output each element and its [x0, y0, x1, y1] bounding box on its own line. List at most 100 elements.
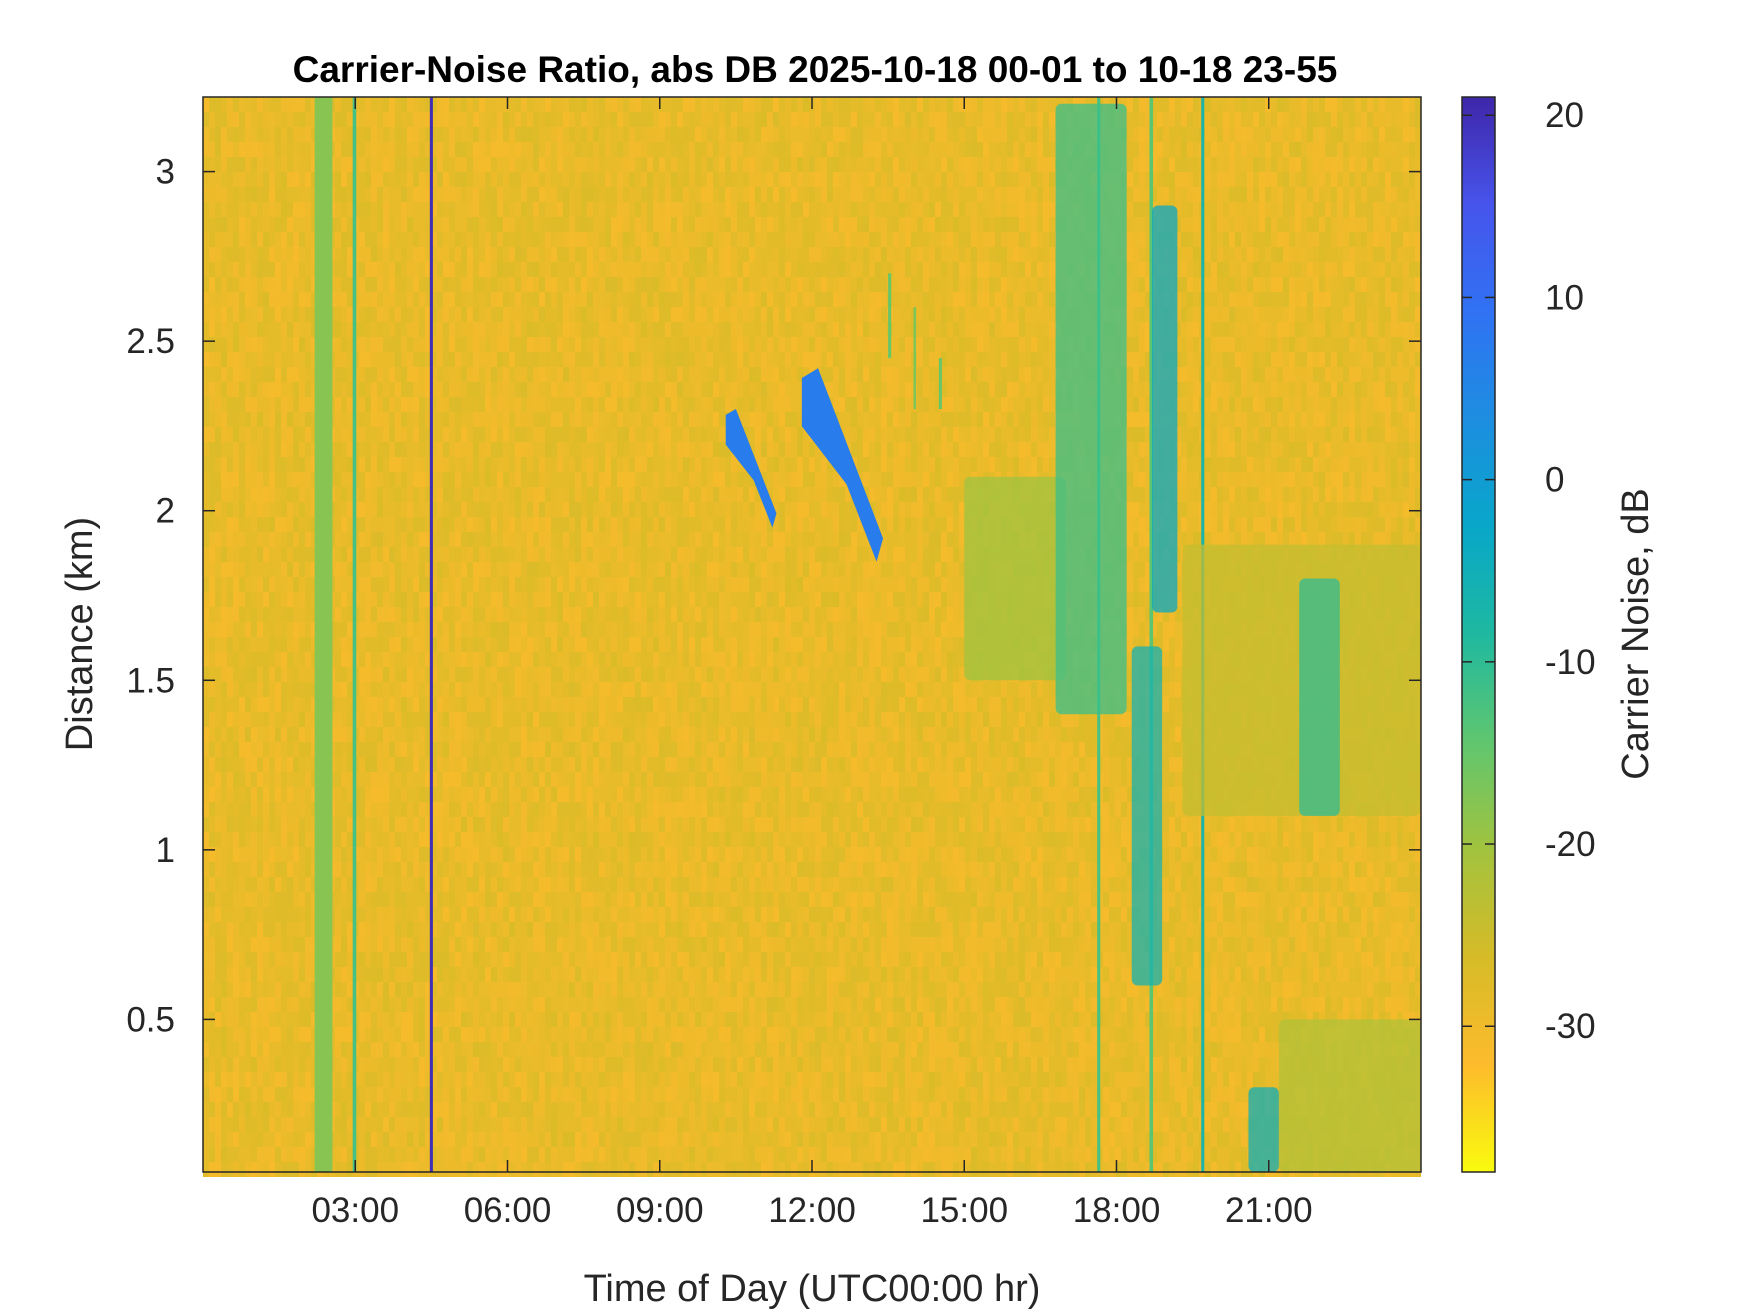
heatmap-cell: [293, 742, 299, 757]
heatmap-cell: [587, 1027, 593, 1042]
heatmap-cell: [497, 877, 503, 892]
heatmap-cell: [233, 322, 239, 337]
heatmap-cell: [269, 1042, 275, 1057]
heatmap-cell: [341, 877, 347, 892]
heatmap-cell: [461, 637, 467, 652]
heatmap-cell: [293, 637, 299, 652]
heatmap-cell: [479, 1162, 485, 1177]
heatmap-cell: [611, 922, 617, 937]
heatmap-cell: [311, 652, 317, 667]
heatmap-cell: [539, 1087, 545, 1102]
heatmap-cell: [617, 202, 623, 217]
heatmap-cell: [431, 727, 437, 742]
heatmap-cell: [407, 817, 413, 832]
heatmap-cell: [389, 1147, 395, 1162]
heatmap-cell: [359, 1012, 365, 1027]
heatmap-cell: [485, 682, 491, 697]
heatmap-cell: [203, 1057, 209, 1072]
heatmap-cell: [509, 907, 515, 922]
heatmap-cell: [215, 802, 221, 817]
heatmap-cell: [227, 472, 233, 487]
heatmap-cell: [491, 592, 497, 607]
heatmap-cell: [419, 127, 425, 142]
heatmap-cell: [551, 907, 557, 922]
heatmap-cell: [485, 472, 491, 487]
heatmap-cell: [371, 1102, 377, 1117]
heatmap-cell: [545, 727, 551, 742]
heatmap-cell: [389, 652, 395, 667]
heatmap-cell: [389, 397, 395, 412]
heatmap-cell: [437, 592, 443, 607]
heatmap-cell: [221, 1102, 227, 1117]
heatmap-cell: [467, 97, 473, 112]
heatmap-cell: [293, 1057, 299, 1072]
heatmap-cell: [503, 772, 509, 787]
heatmap-cell: [545, 382, 551, 397]
heatmap-cell: [425, 292, 431, 307]
heatmap-cell: [311, 982, 317, 997]
heatmap-cell: [263, 922, 269, 937]
heatmap-cell: [563, 157, 569, 172]
heatmap-cell: [425, 1102, 431, 1117]
heatmap-cell: [407, 982, 413, 997]
heatmap-cell: [545, 592, 551, 607]
heatmap-cell: [455, 547, 461, 562]
heatmap-cell: [215, 472, 221, 487]
heatmap-cell: [419, 907, 425, 922]
heatmap-cell: [413, 187, 419, 202]
heatmap-cell: [245, 472, 251, 487]
heatmap-cell: [419, 247, 425, 262]
heatmap-cell: [389, 832, 395, 847]
heatmap-cell: [293, 937, 299, 952]
heatmap-cell: [449, 1027, 455, 1042]
heatmap-cell: [287, 1012, 293, 1027]
heatmap-cell: [311, 457, 317, 472]
heatmap-cell: [461, 262, 467, 277]
heatmap-cell: [299, 427, 305, 442]
heatmap-cell: [491, 877, 497, 892]
heatmap-cell: [557, 367, 563, 382]
heatmap-cell: [287, 787, 293, 802]
heatmap-cell: [443, 472, 449, 487]
heatmap-cell: [251, 292, 257, 307]
heatmap-cell: [449, 397, 455, 412]
heatmap-cell: [497, 907, 503, 922]
heatmap-cell: [521, 367, 527, 382]
heatmap-cell: [335, 1162, 341, 1177]
heatmap-cell: [233, 1087, 239, 1102]
heatmap-cell: [365, 262, 371, 277]
heatmap-cell: [335, 112, 341, 127]
heatmap-cell: [371, 802, 377, 817]
heatmap-cell: [425, 337, 431, 352]
heatmap-cell: [473, 247, 479, 262]
heatmap-cell: [551, 922, 557, 937]
heatmap-cell: [479, 217, 485, 232]
heatmap-cell: [575, 967, 581, 982]
heatmap-cell: [449, 217, 455, 232]
heatmap-cell: [305, 247, 311, 262]
heatmap-cell: [431, 547, 437, 562]
heatmap-cell: [611, 817, 617, 832]
heatmap-cell: [215, 322, 221, 337]
heatmap-cell: [221, 667, 227, 682]
heatmap-cell: [599, 577, 605, 592]
heatmap-cell: [341, 1117, 347, 1132]
heatmap-cell: [581, 292, 587, 307]
heatmap-cell: [227, 847, 233, 862]
heatmap-cell: [401, 622, 407, 637]
heatmap-cell: [545, 502, 551, 517]
heatmap-cell: [449, 907, 455, 922]
heatmap-cell: [569, 487, 575, 502]
heatmap-cell: [215, 787, 221, 802]
heatmap-cell: [437, 517, 443, 532]
heatmap-cell: [239, 817, 245, 832]
heatmap-cell: [587, 442, 593, 457]
heatmap-cell: [551, 1042, 557, 1057]
heatmap-cell: [311, 112, 317, 127]
heatmap-cell: [221, 1042, 227, 1057]
heatmap-cell: [515, 352, 521, 367]
heatmap-cell: [569, 1117, 575, 1132]
heatmap-cell: [527, 352, 533, 367]
heatmap-cell: [311, 637, 317, 652]
heatmap-cell: [605, 412, 611, 427]
